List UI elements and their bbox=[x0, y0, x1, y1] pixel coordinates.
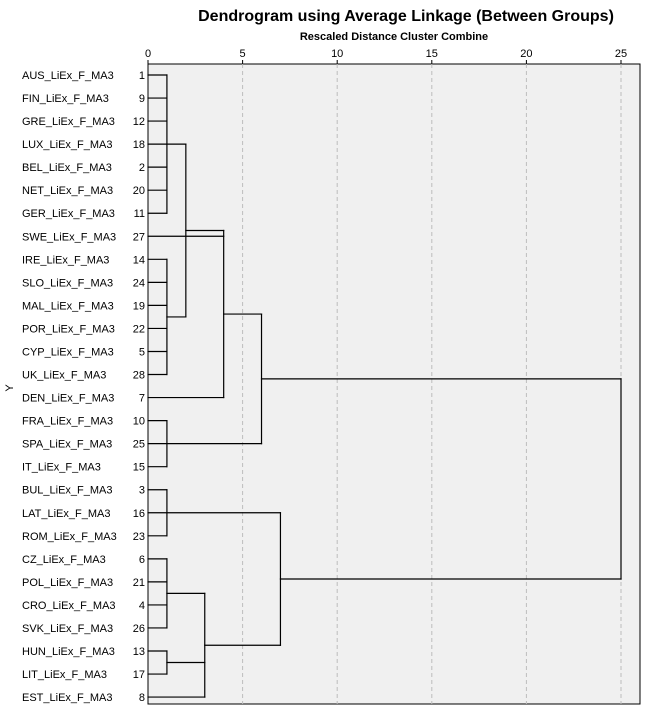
leaf-label: LUX_LiEx_F_MA3 bbox=[22, 139, 113, 151]
leaf-label: LAT_LiEx_F_MA3 bbox=[22, 508, 110, 520]
leaf-label: SLO_LiEx_F_MA3 bbox=[22, 277, 113, 289]
leaf-case-number: 12 bbox=[133, 116, 145, 128]
leaf-case-number: 5 bbox=[139, 346, 145, 358]
leaf-case-number: 9 bbox=[139, 93, 145, 105]
leaf-label: FRA_LiEx_F_MA3 bbox=[22, 416, 113, 428]
leaf-case-number: 18 bbox=[133, 139, 145, 151]
leaf-case-number: 14 bbox=[133, 254, 145, 266]
leaf-label: CZ_LiEx_F_MA3 bbox=[22, 554, 106, 566]
y-axis-label: Y bbox=[4, 384, 16, 392]
leaf-case-number: 26 bbox=[133, 623, 145, 635]
leaf-label: GER_LiEx_F_MA3 bbox=[22, 208, 115, 220]
leaf-label: MAL_LiEx_F_MA3 bbox=[22, 300, 114, 312]
x-tick-label: 15 bbox=[426, 48, 438, 60]
leaf-case-number: 8 bbox=[139, 692, 145, 704]
leaf-label: HUN_LiEx_F_MA3 bbox=[22, 646, 115, 658]
leaf-case-number: 24 bbox=[133, 277, 145, 289]
leaf-label: CRO_LiEx_F_MA3 bbox=[22, 600, 116, 612]
leaf-case-number: 13 bbox=[133, 646, 145, 658]
plot-area bbox=[147, 63, 641, 705]
leaf-case-number: 4 bbox=[139, 600, 145, 612]
leaf-label: LIT_LiEx_F_MA3 bbox=[22, 669, 107, 681]
leaf-label: SPA_LiEx_F_MA3 bbox=[22, 439, 112, 451]
leaf-label: SVK_LiEx_F_MA3 bbox=[22, 623, 113, 635]
leaf-label: BEL_LiEx_F_MA3 bbox=[22, 162, 112, 174]
leaf-label: POR_LiEx_F_MA3 bbox=[22, 323, 115, 335]
leaf-case-number: 1 bbox=[139, 70, 145, 82]
dendrogram-links bbox=[147, 74, 622, 698]
leaf-case-number: 6 bbox=[139, 554, 145, 566]
leaf-label: CYP_LiEx_F_MA3 bbox=[22, 346, 114, 358]
leaf-label: AUS_LiEx_F_MA3 bbox=[22, 70, 114, 82]
leaf-case-number: 17 bbox=[133, 669, 145, 681]
chart-title: Dendrogram using Average Linkage (Betwee… bbox=[198, 8, 614, 25]
grid-lines bbox=[242, 64, 622, 704]
leaf-label: NET_LiEx_F_MA3 bbox=[22, 185, 113, 197]
leaf-case-number: 23 bbox=[133, 531, 145, 543]
leaf-case-number: 11 bbox=[134, 208, 145, 220]
leaf-case-number: 28 bbox=[133, 370, 145, 382]
leaf-label: FIN_LiEx_F_MA3 bbox=[22, 93, 109, 105]
leaf-case-number: 20 bbox=[133, 185, 145, 197]
leaf-label: SWE_LiEx_F_MA3 bbox=[22, 231, 116, 243]
leaf-case-number: 22 bbox=[133, 323, 145, 335]
leaf-label: DEN_LiEx_F_MA3 bbox=[22, 393, 114, 405]
x-axis-label: Rescaled Distance Cluster Combine bbox=[299, 31, 489, 43]
leaf-case-number: 19 bbox=[133, 300, 145, 312]
leaf-label: POL_LiEx_F_MA3 bbox=[22, 577, 113, 589]
leaf-case-number: 3 bbox=[139, 485, 145, 497]
x-tick-label: 20 bbox=[520, 48, 532, 60]
x-tick-label: 25 bbox=[615, 48, 627, 60]
leaf-case-number: 15 bbox=[133, 462, 145, 474]
x-axis-ticks: 0 5 10 15 20 25 bbox=[145, 48, 627, 64]
leaf-case-number: 10 bbox=[133, 416, 145, 428]
leaf-labels: AUS_LiEx_F_MA3 1 FIN_LiEx_F_MA3 9 GRE_LiEx_F… bbox=[22, 70, 145, 704]
x-tick-label: 10 bbox=[331, 48, 343, 60]
leaf-label: IT_LiEx_F_MA3 bbox=[22, 462, 101, 474]
leaf-label: ROM_LiEx_F_MA3 bbox=[22, 531, 117, 543]
leaf-label: IRE_LiEx_F_MA3 bbox=[22, 254, 109, 266]
leaf-case-number: 27 bbox=[133, 231, 145, 243]
leaf-case-number: 16 bbox=[133, 508, 145, 520]
x-tick-label: 5 bbox=[240, 48, 246, 60]
leaf-label: EST_LiEx_F_MA3 bbox=[22, 692, 112, 704]
leaf-label: GRE_LiEx_F_MA3 bbox=[22, 116, 115, 128]
leaf-case-number: 21 bbox=[133, 577, 145, 589]
leaf-case-number: 2 bbox=[139, 162, 145, 174]
leaf-label: UK_LiEx_F_MA3 bbox=[22, 370, 106, 382]
x-tick-label: 0 bbox=[145, 48, 151, 60]
leaf-case-number: 7 bbox=[139, 393, 145, 405]
leaf-case-number: 25 bbox=[133, 439, 145, 451]
leaf-label: BUL_LiEx_F_MA3 bbox=[22, 485, 113, 497]
